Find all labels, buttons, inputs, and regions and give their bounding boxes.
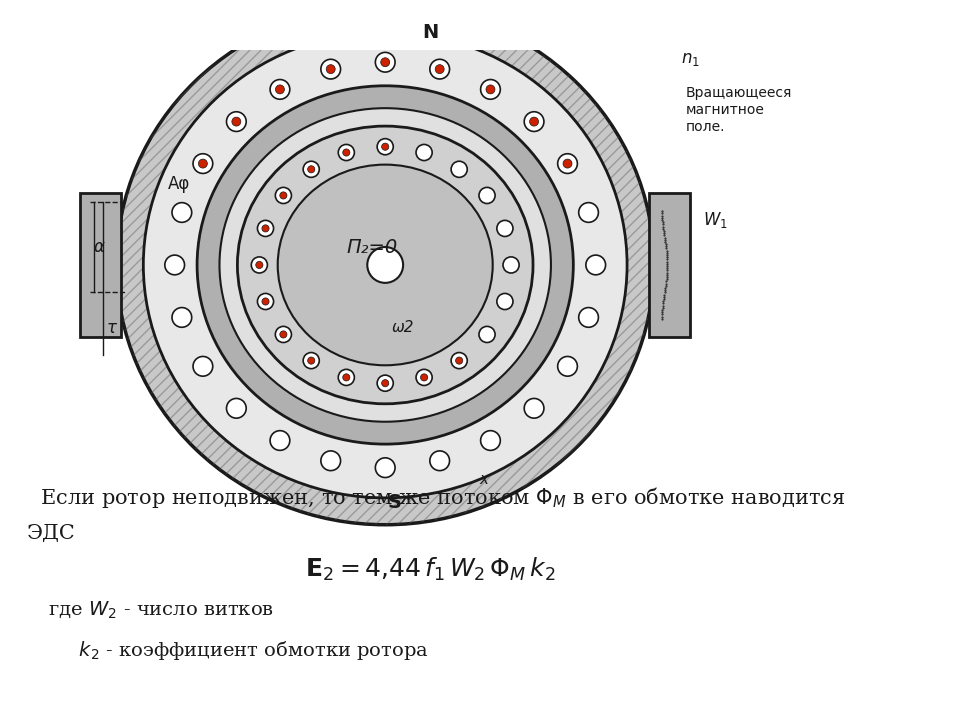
Ellipse shape (276, 187, 292, 204)
Ellipse shape (430, 451, 449, 471)
Ellipse shape (279, 331, 287, 338)
Ellipse shape (579, 202, 598, 222)
Ellipse shape (257, 294, 274, 310)
Ellipse shape (321, 451, 341, 471)
Text: Вращающееся
магнитное
поле.: Вращающееся магнитное поле. (685, 86, 792, 135)
Ellipse shape (338, 369, 354, 385)
Ellipse shape (279, 192, 287, 199)
Ellipse shape (381, 58, 390, 67)
Ellipse shape (558, 154, 577, 174)
Ellipse shape (307, 357, 315, 364)
Ellipse shape (276, 85, 284, 94)
Ellipse shape (377, 375, 394, 391)
Ellipse shape (375, 53, 396, 72)
Ellipse shape (416, 369, 432, 385)
Ellipse shape (343, 374, 349, 381)
Ellipse shape (199, 159, 207, 168)
Ellipse shape (430, 59, 449, 79)
Ellipse shape (558, 356, 577, 376)
Ellipse shape (377, 139, 394, 155)
Ellipse shape (227, 112, 246, 132)
Ellipse shape (456, 357, 463, 364)
Ellipse shape (451, 161, 468, 177)
Ellipse shape (303, 353, 320, 369)
Ellipse shape (193, 356, 213, 376)
Ellipse shape (227, 398, 246, 418)
Ellipse shape (524, 398, 544, 418)
Ellipse shape (116, 5, 654, 525)
Ellipse shape (172, 307, 192, 328)
Text: Aφ: Aφ (168, 176, 190, 194)
Ellipse shape (368, 247, 403, 283)
Ellipse shape (343, 149, 349, 156)
Ellipse shape (252, 257, 268, 273)
Ellipse shape (481, 431, 500, 451)
Ellipse shape (375, 458, 396, 477)
Ellipse shape (481, 79, 500, 99)
Ellipse shape (479, 326, 495, 343)
Text: ω2: ω2 (392, 320, 415, 335)
Ellipse shape (262, 225, 269, 232)
Ellipse shape (497, 220, 513, 236)
Ellipse shape (479, 187, 495, 204)
Ellipse shape (307, 166, 315, 173)
Ellipse shape (257, 220, 274, 236)
Text: $W_1$: $W_1$ (704, 210, 728, 230)
Ellipse shape (382, 143, 389, 150)
Ellipse shape (586, 255, 606, 275)
Ellipse shape (326, 65, 335, 73)
Ellipse shape (524, 112, 544, 132)
Ellipse shape (382, 379, 389, 387)
Ellipse shape (276, 326, 292, 343)
Ellipse shape (530, 117, 539, 126)
Text: $n_1$: $n_1$ (681, 50, 700, 68)
Text: α: α (93, 238, 104, 256)
Text: П₂=0: П₂=0 (347, 238, 397, 256)
Text: Если ротор неподвижен, то тем же потоком $\Phi_M$ в его обмотке наводится: Если ротор неподвижен, то тем же потоком… (27, 485, 846, 510)
FancyBboxPatch shape (649, 193, 690, 337)
Text: S: S (387, 493, 401, 512)
Ellipse shape (143, 32, 627, 498)
Ellipse shape (165, 255, 184, 275)
FancyBboxPatch shape (81, 193, 121, 337)
Ellipse shape (193, 154, 213, 174)
Ellipse shape (564, 159, 572, 168)
Ellipse shape (579, 307, 598, 328)
Ellipse shape (270, 79, 290, 99)
Ellipse shape (262, 298, 269, 305)
Ellipse shape (338, 145, 354, 161)
Ellipse shape (486, 85, 495, 94)
Ellipse shape (237, 126, 533, 404)
Text: $\mathbf{\mathit{k}}_2$ - коэффициент обмотки ротора: $\mathbf{\mathit{k}}_2$ - коэффициент об… (54, 639, 428, 662)
Ellipse shape (277, 165, 492, 365)
Ellipse shape (435, 65, 444, 73)
Ellipse shape (232, 117, 241, 126)
Ellipse shape (270, 431, 290, 451)
Text: где $\mathbf{\mathit{W}}_2$ - число витков: где $\mathbf{\mathit{W}}_2$ - число витк… (36, 600, 274, 620)
Ellipse shape (321, 59, 341, 79)
Ellipse shape (416, 145, 432, 161)
Text: $\mathbf{E}_2 = 4{,}44\,f_1\,W_2\,\Phi_M\,k_2$: $\mathbf{E}_2 = 4{,}44\,f_1\,W_2\,\Phi_M… (304, 556, 555, 583)
Ellipse shape (420, 374, 428, 381)
Text: ЭДС: ЭДС (27, 524, 76, 543)
Ellipse shape (503, 257, 519, 273)
Ellipse shape (303, 161, 320, 177)
Ellipse shape (172, 202, 192, 222)
Ellipse shape (497, 294, 513, 310)
Text: τ: τ (107, 319, 117, 337)
Text: x: x (479, 472, 489, 487)
Ellipse shape (220, 108, 551, 422)
Ellipse shape (197, 86, 573, 444)
Ellipse shape (451, 353, 468, 369)
Text: N: N (421, 22, 438, 42)
Ellipse shape (255, 261, 263, 269)
